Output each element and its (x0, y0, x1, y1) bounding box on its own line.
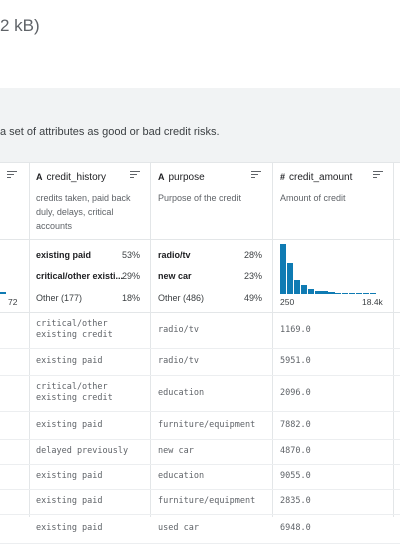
sort-icon[interactable] (251, 171, 261, 180)
cell-credit-history[interactable]: existing paid (36, 523, 103, 533)
histogram-bar (286, 263, 294, 294)
column-divider (150, 163, 151, 517)
column-divider (29, 163, 30, 517)
numeric-type-icon: # (280, 172, 286, 182)
row-divider (0, 411, 400, 412)
cell-purpose[interactable]: education (158, 471, 205, 481)
histogram-bar (335, 293, 342, 294)
column-name: purpose (168, 172, 205, 183)
other-values-label: Other (486) (158, 293, 205, 303)
column-name: credit_amount (289, 172, 353, 183)
histogram-bar (321, 291, 328, 294)
other-values-pct: 49% (243, 293, 262, 303)
summary-divider (0, 312, 400, 313)
cell-purpose[interactable]: furniture/equipment (158, 419, 256, 430)
dataset-description: a set of attributes as good or bad credi… (0, 126, 220, 138)
histogram-bar (307, 289, 314, 294)
cell-purpose[interactable]: new car (158, 446, 194, 456)
cell-purpose[interactable]: furniture/equipment (158, 496, 256, 506)
row-divider (0, 375, 400, 376)
top-value-pct: 53% (121, 250, 140, 260)
row-divider (0, 514, 400, 515)
top-value-label: new car (158, 271, 192, 281)
histogram-max-label: 18.4k (362, 297, 383, 307)
header-divider (0, 239, 400, 240)
cell-credit-history[interactable]: existing paid (36, 419, 103, 430)
text-type-icon: A (158, 172, 165, 182)
top-value-pct: 28% (243, 250, 262, 260)
histogram-bar (349, 293, 356, 294)
histogram-bar (342, 293, 349, 294)
row-divider (0, 439, 400, 440)
dataset-title-fragment: 2 kB) (0, 16, 40, 35)
top-value-label: existing paid (36, 250, 92, 260)
histogram-bar (0, 292, 6, 294)
column-header-credit-amount[interactable]: # credit_amount Amount of credit (272, 163, 393, 239)
top-value-label: radio/tv (158, 250, 191, 260)
cell-purpose[interactable]: education (158, 387, 205, 398)
column-description: credits taken, paid back duly, delays, c… (36, 193, 131, 231)
cell-credit-amount[interactable]: 5951.0 (280, 356, 311, 366)
column-divider (272, 163, 273, 517)
sort-icon[interactable] (130, 171, 140, 180)
top-value-pct: 29% (121, 271, 140, 281)
top-value-pct: 23% (243, 271, 262, 281)
histogram-bar (314, 291, 321, 294)
cell-credit-history[interactable]: existing paid (36, 356, 103, 366)
cell-credit-history[interactable]: critical/other existing credit (36, 319, 113, 340)
cell-credit-history[interactable]: existing paid (36, 471, 103, 481)
column-name: credit_history (46, 172, 106, 183)
cell-credit-history[interactable]: existing paid (36, 496, 103, 506)
histogram-bar (362, 293, 370, 294)
column-description: Amount of credit (280, 193, 346, 203)
sort-icon[interactable] (373, 171, 383, 180)
row-divider (0, 464, 400, 465)
row-divider (0, 348, 400, 349)
cell-purpose[interactable]: radio/tv (158, 324, 199, 335)
cell-credit-amount[interactable]: 7882.0 (280, 419, 311, 430)
cell-credit-history[interactable]: critical/other existing credit (36, 382, 113, 403)
cell-credit-amount[interactable]: 1169.0 (280, 324, 311, 335)
cell-credit-amount[interactable]: 2096.0 (280, 387, 311, 398)
histogram-bar (355, 293, 363, 294)
cell-purpose[interactable]: radio/tv (158, 356, 199, 366)
histogram-bar (280, 244, 287, 294)
histogram-max-label: 72 (8, 297, 18, 307)
column-divider (393, 163, 394, 517)
cell-credit-amount[interactable]: 9055.0 (280, 471, 311, 481)
histogram-bar (328, 292, 335, 294)
cell-credit-amount[interactable]: 6948.0 (280, 523, 311, 533)
top-value-label: critical/other existi... (36, 271, 124, 281)
histogram-bar (300, 285, 307, 294)
sort-icon[interactable] (7, 171, 17, 180)
histogram-min-label: 250 (280, 297, 295, 307)
row-divider (0, 489, 400, 490)
column-description: Purpose of the credit (158, 193, 242, 203)
text-type-icon: A (36, 172, 43, 182)
other-values-pct: 18% (121, 293, 140, 303)
cell-credit-amount[interactable]: 2835.0 (280, 496, 311, 506)
cell-purpose[interactable]: used car (158, 523, 199, 533)
histogram-bar (369, 293, 376, 294)
cell-credit-amount[interactable]: 4870.0 (280, 446, 311, 456)
other-values-label: Other (177) (36, 293, 83, 303)
cell-credit-history[interactable]: delayed previously (36, 446, 129, 456)
histogram-bar (293, 280, 301, 294)
